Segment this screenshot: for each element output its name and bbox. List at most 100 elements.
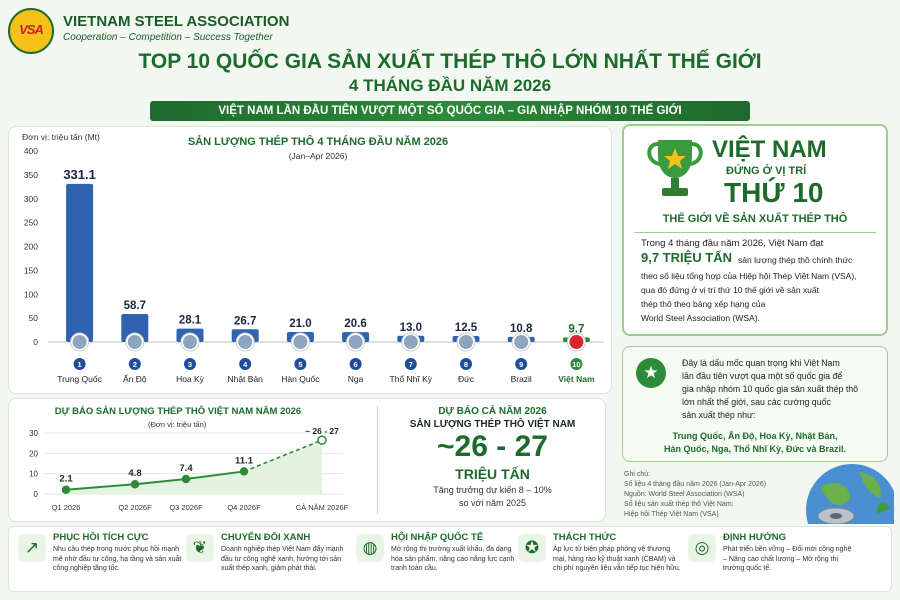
rank-number: 2	[133, 360, 137, 369]
x-category-label: Hoa Kỳ	[176, 374, 205, 384]
bar-chart-ylabel: Đơn vị: triệu tấn (Mt)	[22, 132, 100, 142]
bar-value-label: 10.8	[510, 323, 533, 335]
rank-badge	[73, 358, 86, 370]
flag-fill	[72, 335, 87, 349]
star-badge-icon: ★	[636, 358, 666, 388]
forecast-point	[61, 485, 71, 494]
vn-box-highlight: 9,7 TRIỆU TẤN	[641, 250, 733, 265]
bottom-item-4: ✪ THÁCH THỨC Áp lực từ biện pháp phòng vệ …	[518, 530, 688, 590]
source-note-a: Số liệu 4 tháng đầu năm 2026 (Jan-Apr 20…	[624, 481, 767, 488]
y-tick-label: 100	[24, 289, 38, 299]
vsa-logo-text: VSA	[19, 22, 44, 37]
rank-badge	[515, 358, 528, 370]
y-tick-label: 150	[24, 265, 38, 275]
source-note-d: Hiệp hội Thép Việt Nam (VSA)	[624, 511, 719, 518]
forecast-divider	[377, 406, 378, 514]
forecast-x-label: CẢ NĂM 2026F	[296, 503, 349, 512]
flag-fill	[403, 335, 418, 349]
milestone-panel	[622, 346, 888, 462]
flag-fill	[127, 335, 142, 349]
bottom-item-title: CHUYỂN ĐỔI XANH	[221, 532, 311, 543]
vn-box-text-6: World Steel Association (WSA).	[641, 313, 760, 323]
vn-box-text-5: thép thô theo bảng xếp hạng của	[641, 299, 766, 309]
flag-fill	[183, 335, 197, 349]
y-tick-label: 20	[29, 449, 38, 458]
forecast-growth-1: Tăng trưởng dự kiến 8 – 10%	[433, 485, 552, 495]
forecast-unit: TRIỆU TẤN	[455, 466, 530, 482]
bottom-item-desc: Nhu cầu thép trong nước phục hồi mạnh mẽ…	[53, 546, 182, 572]
milestone-text-5: sản xuất thép như:	[682, 410, 756, 420]
rank-number: 9	[519, 360, 523, 369]
bar-value-label: 9.7	[568, 323, 584, 335]
forecast-x-label: Q1 2026	[52, 503, 81, 512]
line-chart-ylabel: (Đơn vị: triệu tấn)	[148, 420, 207, 429]
milestone-text-4: lớn nhất thế giới, sau các cường quốc	[682, 397, 831, 407]
globe-icon: ◍	[356, 534, 384, 562]
vn-box-text-3: theo số liệu tổng hợp của Hiệp hội Thép …	[641, 271, 857, 281]
bar-value-label: 21.0	[289, 318, 311, 330]
bottom-item-desc: Phát triển bền vững – Đổi mới công nghệ …	[723, 546, 852, 572]
forecast-point	[181, 474, 191, 484]
flag-fill	[459, 335, 473, 349]
bottom-item-desc: Doanh nghiệp thép Việt Nam đẩy mạnh đầu …	[221, 546, 344, 572]
x-category-label: Brazil	[511, 374, 532, 384]
leaf-icon: ❦	[186, 534, 214, 562]
bar-value-label: 13.0	[400, 322, 422, 334]
flag-fill	[514, 335, 529, 349]
rank-badge	[128, 358, 141, 370]
bottom-item-desc: Áp lực từ biện pháp phòng vệ thương mại,…	[553, 546, 681, 572]
vn-box-rank: THỨ 10	[724, 177, 824, 208]
vn-box-text-2: sản lượng thép thô chính thức	[738, 255, 853, 265]
bottom-item-title: PHỤC HỒI TÍCH CỰC	[53, 532, 149, 543]
x-category-label: Ấn Độ	[123, 374, 147, 384]
chart-growth-icon: ↗	[18, 534, 46, 562]
vn-box-text-1: Trong 4 tháng đầu năm 2026, Việt Nam đạt	[641, 238, 824, 249]
bottom-item-5: ◎ ĐỊNH HƯỚNG Phát triển bền vững – Đổi mới…	[688, 530, 858, 590]
page-subtitle: 4 THÁNG ĐẦU NĂM 2026	[348, 76, 552, 95]
y-tick-label: 0	[33, 337, 38, 347]
forecast-value-label: ~ 26 - 27	[305, 426, 339, 436]
flag-fill	[293, 335, 308, 349]
rank-badge	[570, 358, 583, 370]
bar-value-label: 58.7	[124, 300, 146, 312]
bar-1	[66, 183, 94, 342]
x-category-label: Việt Nam	[558, 374, 595, 384]
vn-box-subtitle: THẾ GIỚI VỀ SẢN XUẤT THÉP THÔ	[662, 213, 848, 225]
forecast-line-projection	[243, 439, 323, 473]
forecast-line	[65, 470, 245, 491]
forecast-x-label: Q4 2026F	[227, 503, 261, 512]
target-icon: ◎	[688, 534, 716, 562]
y-tick-label: 300	[24, 194, 38, 204]
headline-banner: VIỆT NAM LẦN ĐẦU TIÊN VƯỢT MỘT SỐ QUỐC G…	[150, 101, 750, 121]
y-tick-label: 0	[34, 490, 39, 499]
rank-number: 10	[572, 360, 580, 369]
forecast-point	[317, 435, 327, 445]
bar-value-label: 12.5	[455, 322, 478, 334]
page-title: TOP 10 QUỐC GIA SẢN XUẤT THÉP THÔ LỚN NH…	[138, 50, 762, 73]
forecast-line1: SẢN LƯỢNG THÉP THÔ VIỆT NAM	[409, 419, 576, 430]
y-tick-label: 350	[24, 170, 38, 180]
source-note-c: Số liệu sản xuất thép thô Việt Nam:	[624, 501, 734, 508]
vn-box-divider	[634, 232, 876, 233]
rank-number: 1	[78, 360, 82, 369]
milestone-countries-1: Trung Quốc, Ấn Độ, Hoa Kỳ, Nhật Bản,	[672, 431, 838, 441]
bottom-item-3: ◍ HỘI NHẬP QUỐC TẾ Mở rộng thị trường xuất…	[356, 530, 526, 590]
y-tick-label: 30	[29, 429, 38, 438]
source-note-title: Ghi chú:	[624, 471, 651, 478]
bar-value-label: 331.1	[63, 167, 96, 182]
milestone-text-1: Đây là dấu mốc quan trọng khi Việt Nam	[682, 358, 840, 368]
rank-badge	[184, 358, 196, 370]
y-tick-label: 50	[29, 313, 39, 323]
bottom-item-title: HỘI NHẬP QUỐC TẾ	[391, 532, 484, 543]
source-note-b: Nguồn: World Steel Association (WSA)	[624, 491, 745, 498]
forecast-line-chart: DỰ BÁO SẢN LƯỢNG THÉP THÔ VIỆT NAM NĂM 2…	[29, 405, 349, 512]
rank-badge	[349, 358, 362, 370]
rank-number: 5	[298, 360, 302, 369]
bar-chart-title: SẢN LƯỢNG THÉP THÔ 4 THÁNG ĐẦU NĂM 2026	[188, 135, 448, 148]
vn-box-position-label: ĐỨNG Ở VỊ TRÍ	[726, 165, 807, 177]
rank-number: 4	[243, 360, 248, 369]
rank-badge	[239, 358, 252, 370]
vn-box-title: VIỆT NAM	[712, 136, 827, 163]
forecast-value-label: 4.8	[128, 468, 141, 479]
forecast-value-label: 7.4	[179, 463, 193, 474]
